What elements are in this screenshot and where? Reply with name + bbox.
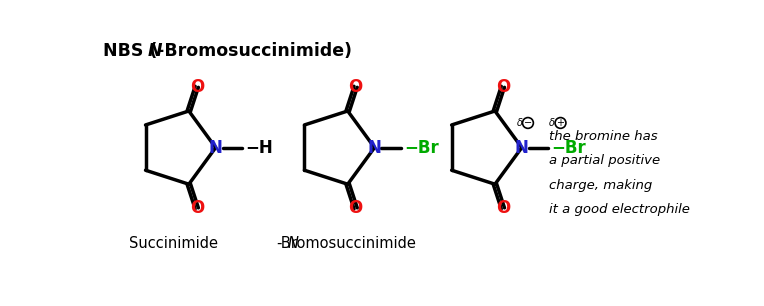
Text: N: N [147,42,162,60]
Text: δ: δ [549,118,555,128]
Text: −H: −H [245,139,273,157]
Text: O: O [496,78,510,96]
Text: N: N [367,139,381,157]
Text: N: N [515,139,529,157]
Text: charge, making: charge, making [549,179,652,192]
Text: O: O [348,200,363,217]
Text: O: O [189,200,204,217]
Text: O: O [348,78,363,96]
Text: −: − [524,118,532,128]
Text: a partial positive: a partial positive [549,154,660,167]
Text: O: O [189,78,204,96]
Text: -Bromosuccinimide: -Bromosuccinimide [277,236,416,251]
Text: Succinimide: Succinimide [128,236,218,251]
Text: N: N [287,236,299,251]
Text: -Bromosuccinimide): -Bromosuccinimide) [157,42,351,60]
Text: −Br: −Br [404,139,439,157]
Text: δ: δ [516,118,523,128]
Text: −Br: −Br [551,139,586,157]
Text: the bromine has: the bromine has [549,129,658,143]
Text: O: O [496,200,510,217]
Text: +: + [556,118,565,128]
Text: NBS (: NBS ( [103,42,157,60]
Text: it a good electrophile: it a good electrophile [549,203,690,216]
Text: N: N [209,139,222,157]
